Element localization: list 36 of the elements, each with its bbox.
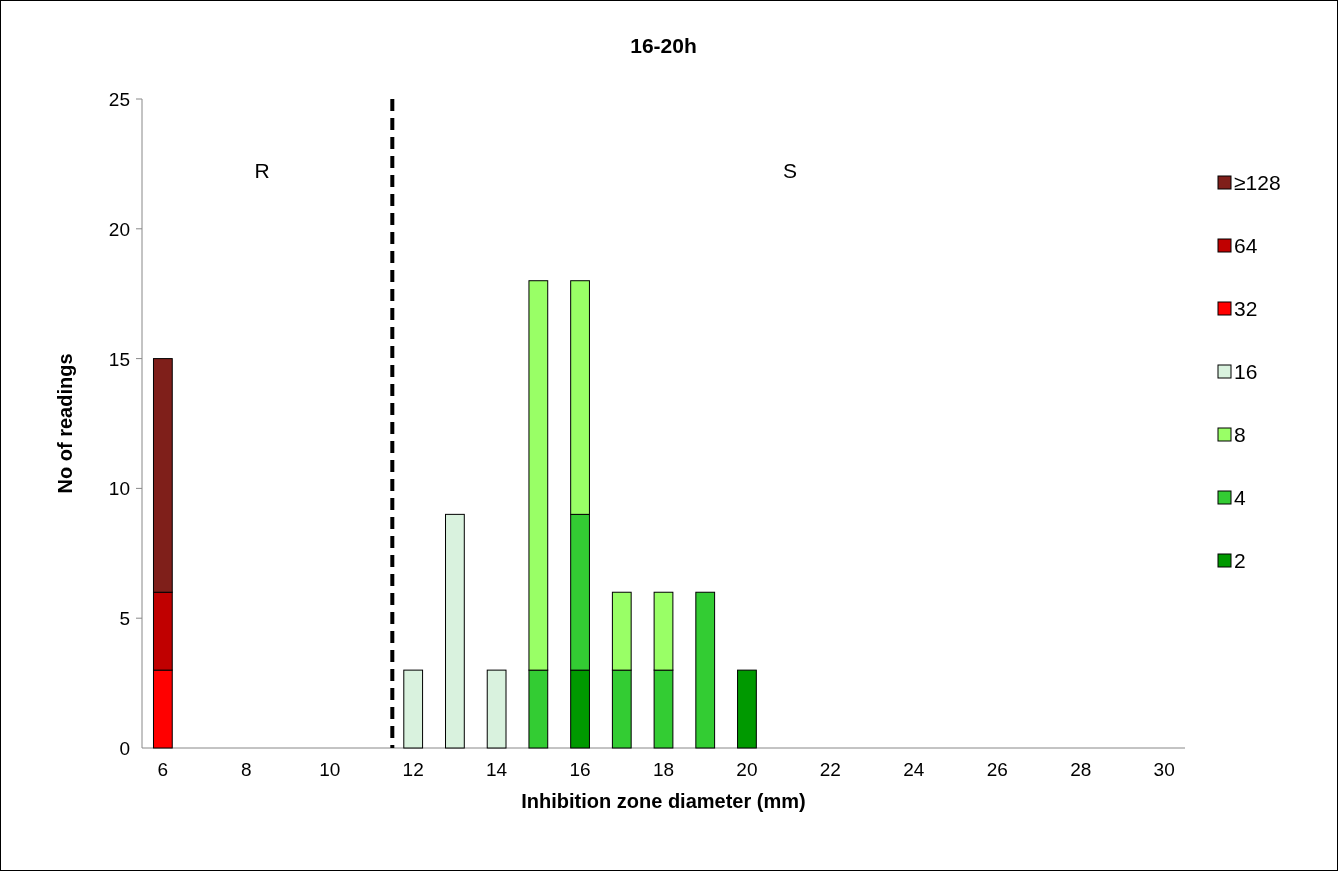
bar [403, 669, 424, 749]
annotation: R [254, 159, 270, 182]
x-tick-label: 28 [1070, 759, 1092, 780]
x-tick-label: 22 [819, 759, 841, 780]
legend-label: 8 [1234, 423, 1246, 446]
x-tick-label: 26 [986, 759, 1008, 780]
x-tick-label: 20 [736, 759, 758, 780]
legend-label: ≥128 [1234, 171, 1281, 194]
legend-label: 2 [1234, 549, 1246, 572]
x-tick-label: 10 [319, 759, 341, 780]
y-tick-label: 15 [108, 348, 130, 370]
x-tick-label: 12 [402, 759, 424, 780]
x-tick-label: 24 [903, 759, 925, 780]
x-tick-label: 14 [486, 759, 508, 780]
x-axis-title: Inhibition zone diameter (mm) [521, 790, 806, 812]
legend-label: 16 [1234, 360, 1258, 383]
legend-label: 4 [1234, 486, 1246, 509]
legend-label: 64 [1234, 234, 1258, 257]
y-tick-label: 20 [108, 218, 130, 240]
annotation: S [782, 159, 798, 182]
legend-label: 32 [1234, 297, 1258, 320]
bar [445, 513, 465, 749]
x-tick-label: 6 [157, 759, 169, 780]
x-tick-label: 8 [241, 759, 252, 780]
x-tick-label: 16 [569, 759, 591, 780]
x-tick-label: 18 [652, 759, 675, 780]
y-tick-label: 25 [108, 89, 130, 110]
y-axis-title: No of readings [54, 353, 76, 494]
chart-title: 16-20h [630, 34, 697, 57]
bar [486, 669, 507, 749]
bar [695, 591, 716, 749]
bar [737, 669, 757, 749]
x-tick-label: 30 [1153, 759, 1175, 780]
y-tick-label: 0 [119, 738, 130, 759]
y-tick-label: 10 [108, 478, 130, 500]
y-tick-label: 5 [119, 608, 130, 630]
